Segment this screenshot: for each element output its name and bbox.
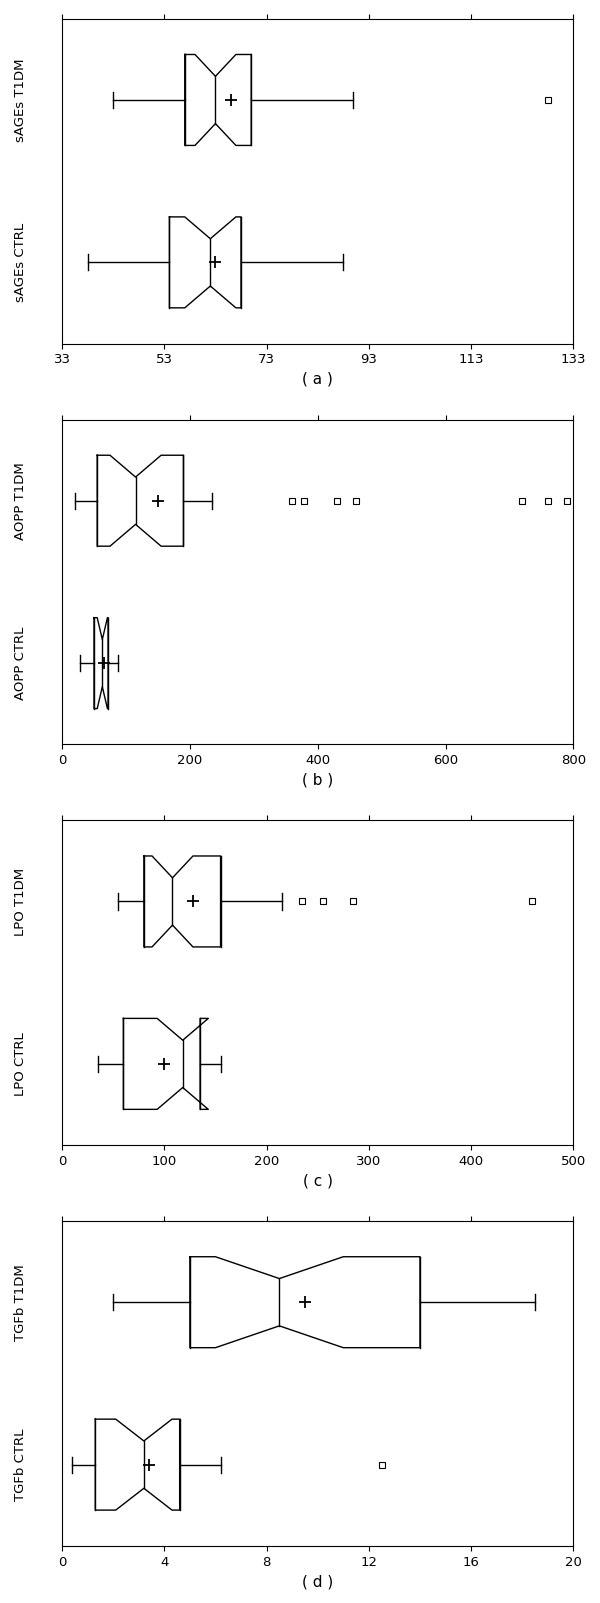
X-axis label: ( a ): ( a ) [302, 372, 333, 386]
X-axis label: ( b ): ( b ) [302, 773, 334, 787]
X-axis label: ( c ): ( c ) [303, 1173, 333, 1188]
X-axis label: ( d ): ( d ) [302, 1574, 334, 1589]
